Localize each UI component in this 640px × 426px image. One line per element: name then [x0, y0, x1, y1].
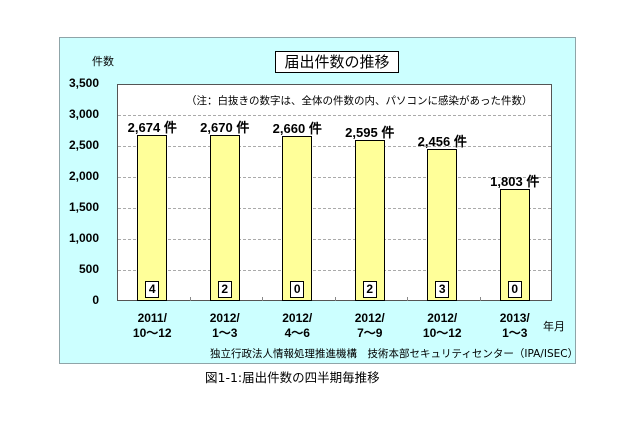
bar: [427, 148, 458, 301]
x-tick-label: 2012/1〜3: [190, 311, 260, 341]
x-tick-year: 2011/: [137, 311, 167, 325]
x-tick-mark: [334, 297, 336, 301]
x-tick-months: 10〜12: [132, 326, 172, 340]
y-tick-label: 3,000: [68, 107, 99, 121]
gridline: [118, 115, 551, 116]
gridline: [118, 177, 551, 178]
bar-value-label: 2,670 件: [200, 120, 250, 136]
bar-value-label: 2,674 件: [127, 120, 177, 136]
x-tick-mark: [479, 297, 481, 301]
chart-note: （注：白抜きの数字は、全体の件数の内、パソコンに感染があった件数）: [186, 95, 533, 107]
source-credit: 独立行政法人情報処理推進機構 技術本部セキュリティセンター（IPA/ISEC）: [210, 348, 579, 360]
x-tick-months: 1〜3: [212, 326, 238, 340]
bar: [354, 140, 385, 301]
bar: [209, 135, 240, 301]
x-tick-year: 2012/: [209, 311, 240, 325]
y-tick-label: 1,000: [68, 231, 99, 245]
y-tick-label: 0: [92, 293, 99, 307]
bar: [282, 136, 313, 301]
gridline: [118, 270, 551, 271]
bar-value-label: 1,803 件: [490, 174, 540, 190]
pc-infection-count: 3: [435, 281, 450, 298]
x-tick-year: 2012/: [282, 311, 313, 325]
bar: [137, 135, 168, 301]
pc-infection-count: 0: [290, 281, 305, 298]
bar-value-label: 2,456 件: [417, 133, 467, 149]
pc-infection-count: 2: [217, 281, 232, 298]
x-tick-mark: [407, 297, 408, 301]
x-tick-mark: [189, 297, 191, 301]
pc-infection-count: 2: [362, 281, 377, 298]
bar-value-label: 2,660 件: [272, 121, 322, 137]
y-tick-label: 500: [78, 262, 99, 276]
figure-caption: 図1-1:届出件数の四半期毎推移: [205, 370, 380, 385]
x-tick-label: 2013/1〜3: [480, 311, 550, 341]
x-tick-mark: [262, 297, 263, 301]
x-tick-label: 2012/10〜12: [407, 311, 477, 341]
y-tick-label: 3,500: [68, 76, 99, 90]
x-tick-label: 2012/7〜9: [335, 311, 405, 341]
gridline: [118, 208, 551, 209]
x-axis-unit: 年月: [543, 320, 565, 333]
pc-infection-count: 4: [145, 281, 160, 298]
y-axis-unit: 件数: [92, 55, 114, 68]
x-tick-months: 10〜12: [422, 326, 462, 340]
x-tick-label: 2011/10〜12: [117, 311, 187, 341]
y-tick-label: 2,000: [68, 169, 99, 183]
bar-value-label: 2,595 件: [345, 125, 395, 141]
x-tick-year: 2013/: [499, 311, 530, 325]
x-tick-year: 2012/: [354, 311, 385, 325]
x-tick-months: 4〜6: [284, 326, 310, 340]
plot-area: [117, 84, 552, 301]
gridline: [118, 146, 551, 147]
y-tick-label: 1,500: [68, 200, 99, 214]
x-tick-months: 1〜3: [502, 326, 528, 340]
chart-title: 届出件数の推移: [275, 51, 399, 73]
x-tick-year: 2012/: [427, 311, 458, 325]
x-tick-label: 2012/4〜6: [262, 311, 332, 341]
gridline: [118, 239, 551, 240]
x-tick-months: 7〜9: [357, 326, 383, 340]
pc-infection-count: 0: [507, 281, 522, 298]
y-tick-label: 2,500: [68, 138, 99, 152]
